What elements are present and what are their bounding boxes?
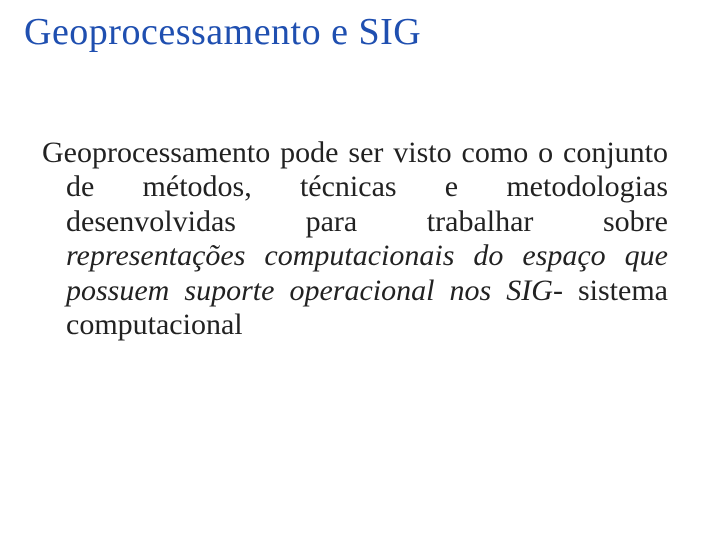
- slide-title: Geoprocessamento e SIG: [24, 12, 696, 54]
- body-run: Geoprocessamento pode ser visto como o c…: [42, 136, 668, 238]
- body-paragraph: Geoprocessamento pode ser visto como o c…: [42, 136, 668, 343]
- body-container: Geoprocessamento pode ser visto como o c…: [24, 136, 696, 343]
- slide: Geoprocessamento e SIG Geoprocessamento …: [0, 0, 720, 540]
